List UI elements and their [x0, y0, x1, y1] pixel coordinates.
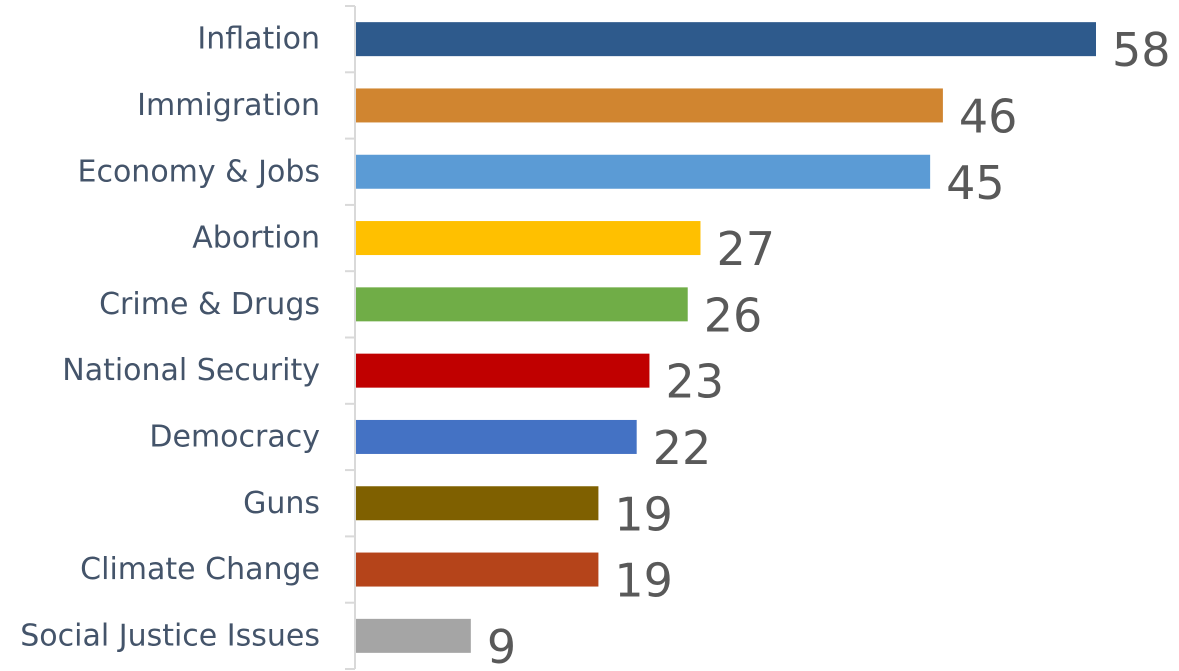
category-label: Crime & Drugs — [99, 287, 320, 322]
bar — [356, 88, 943, 123]
category-label: Economy & Jobs — [78, 154, 321, 189]
bar — [356, 353, 650, 388]
bar — [356, 618, 471, 653]
category-label: Climate Change — [80, 552, 320, 587]
bar — [356, 154, 931, 189]
bar — [356, 22, 1096, 57]
bar — [356, 552, 599, 587]
category-label: Abortion — [192, 221, 320, 256]
category-label: Democracy — [149, 419, 320, 454]
value-label: 26 — [704, 288, 763, 342]
category-label: Social Justice Issues — [20, 618, 320, 653]
value-label: 19 — [614, 554, 673, 608]
bar — [356, 486, 599, 521]
value-labels-group: 58 46 45 27 26 23 22 19 19 9 — [487, 23, 1171, 671]
bars-group — [356, 22, 1096, 653]
category-axis-ticks — [345, 5, 355, 670]
value-label: 58 — [1112, 23, 1171, 77]
category-label: Inflation — [197, 22, 320, 57]
bar — [356, 221, 701, 256]
category-labels-group: Inflation Immigration Economy & Jobs Aborti… — [20, 22, 320, 654]
bar — [356, 419, 637, 454]
value-label: 45 — [946, 156, 1005, 210]
value-label: 22 — [653, 421, 712, 475]
category-label: Immigration — [137, 88, 320, 123]
value-label: 9 — [487, 620, 516, 671]
value-label: 46 — [959, 89, 1018, 143]
bar — [356, 287, 688, 322]
value-label: 27 — [716, 222, 775, 276]
category-label: Guns — [243, 486, 320, 521]
value-label: 23 — [665, 355, 724, 409]
category-label: National Security — [62, 353, 320, 388]
value-label: 19 — [614, 487, 673, 541]
